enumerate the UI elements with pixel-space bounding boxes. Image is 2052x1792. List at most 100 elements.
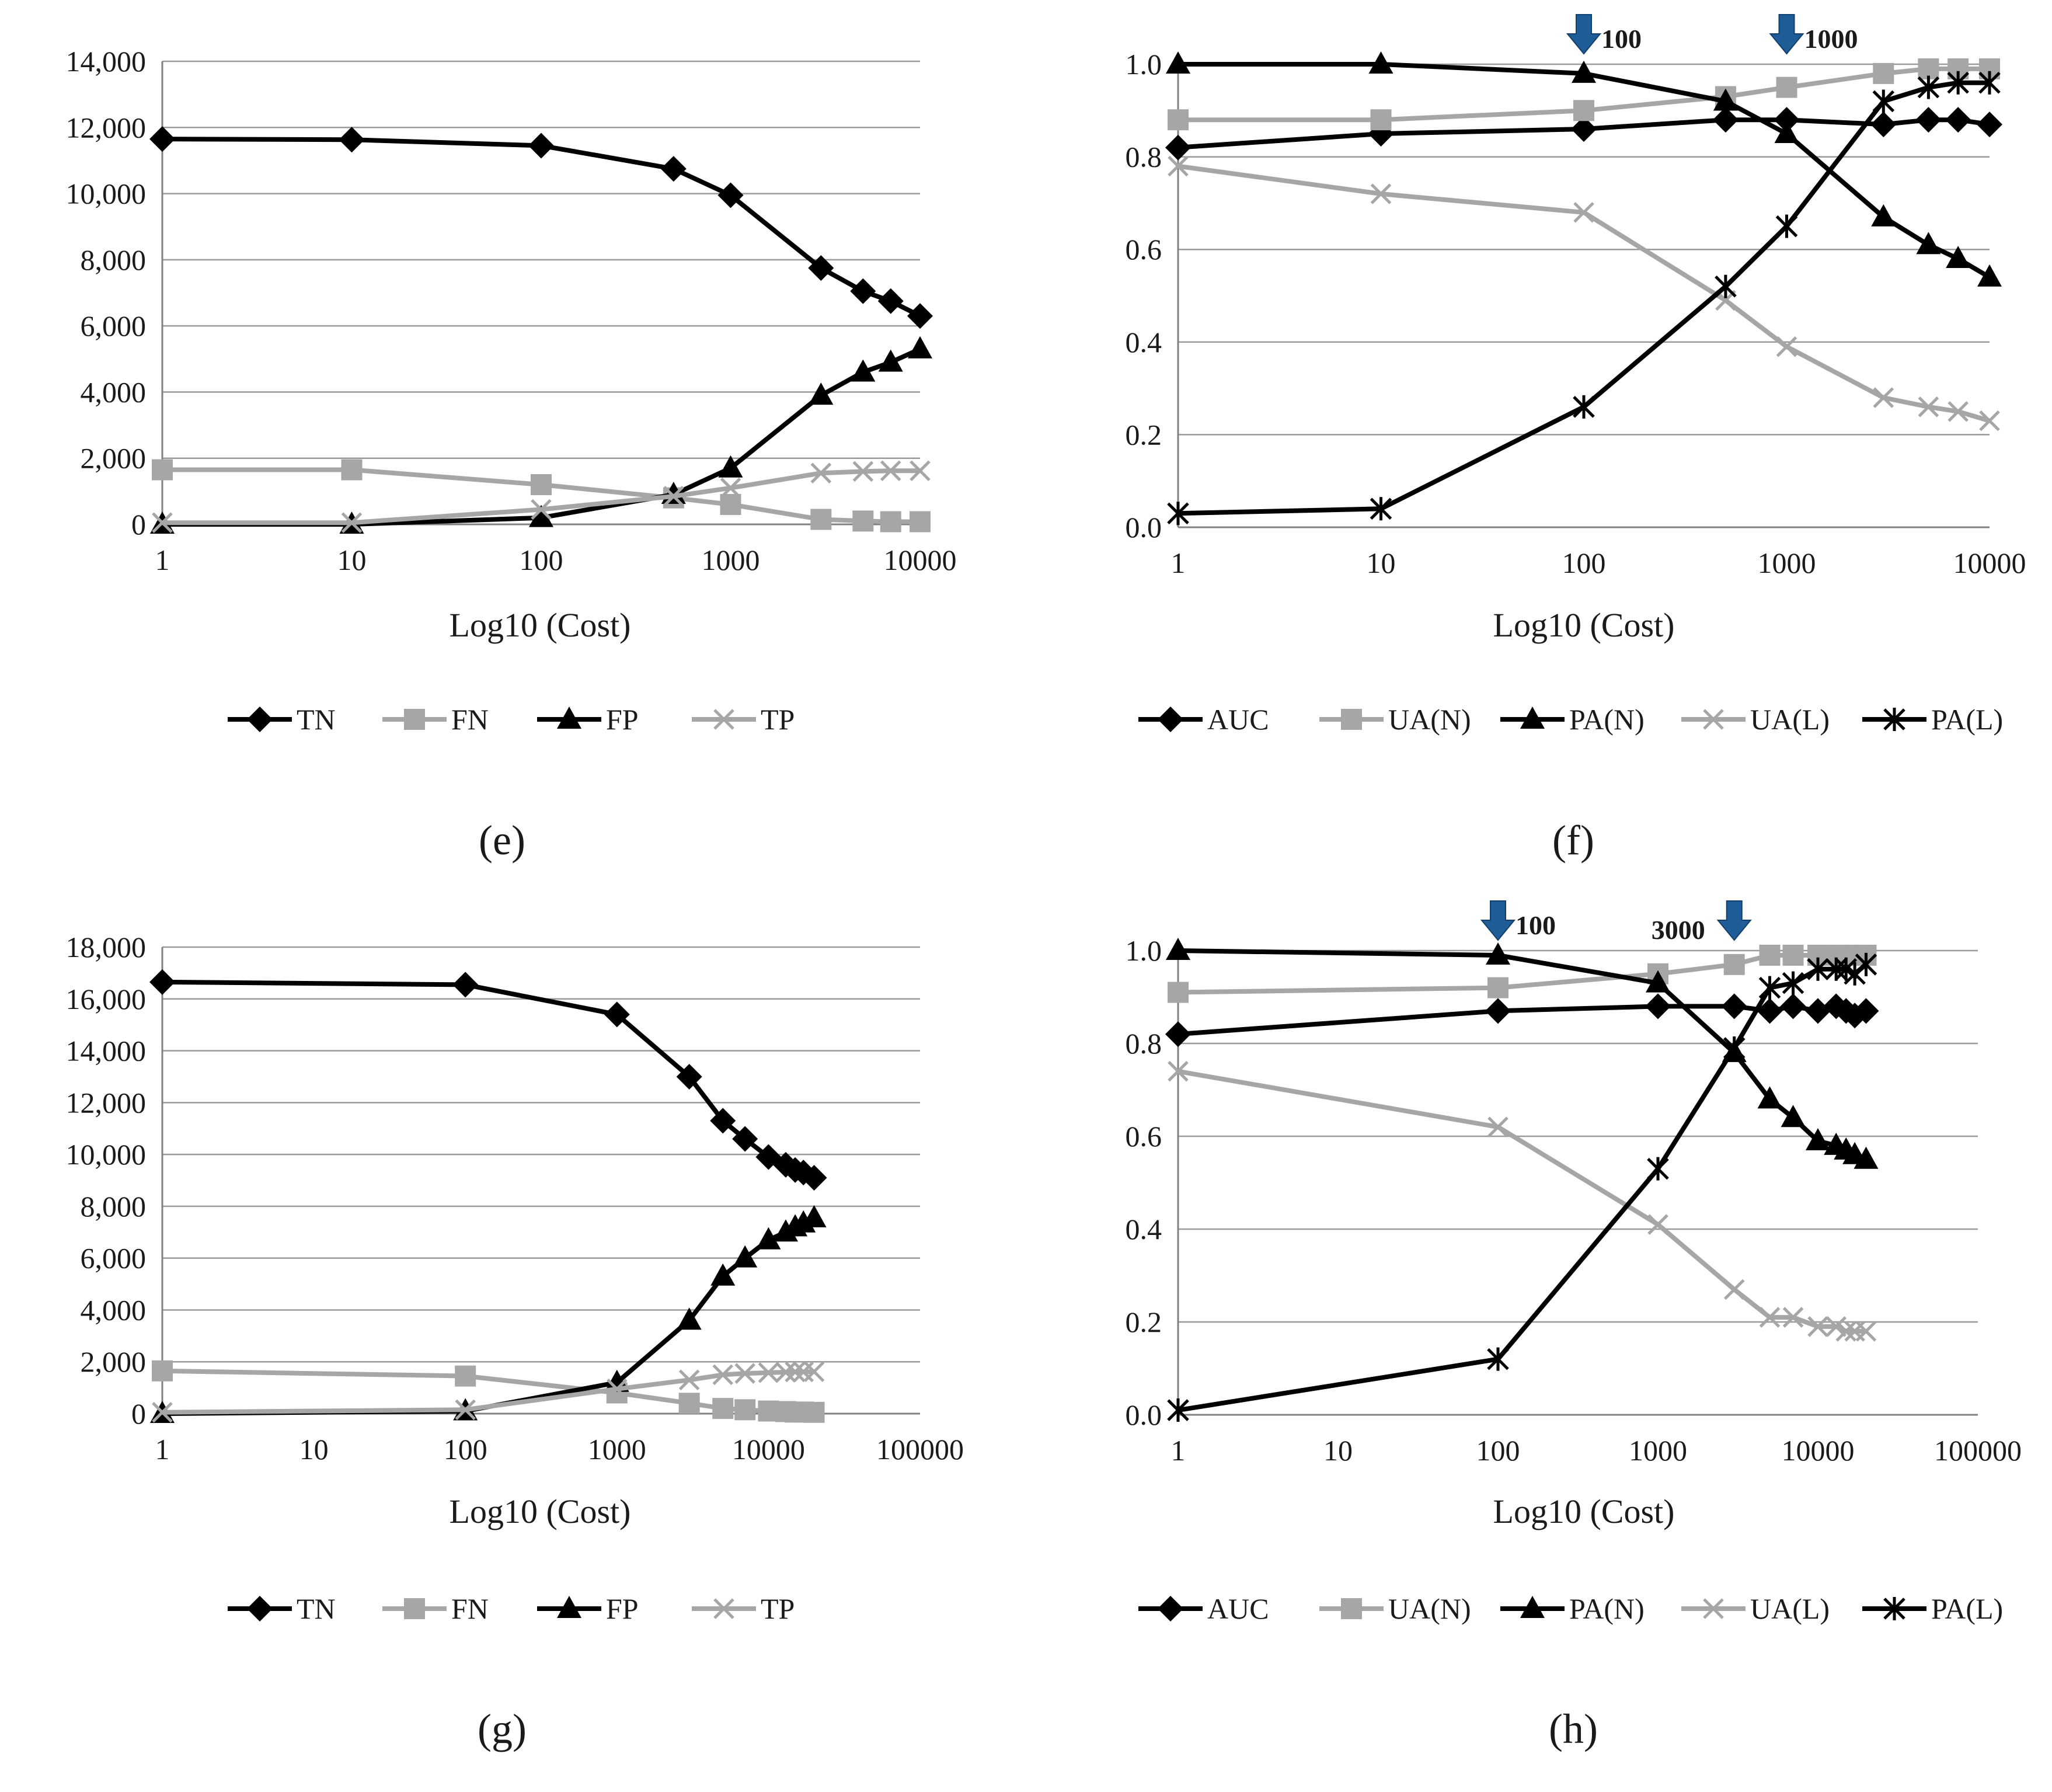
data-point-UA(L) (1948, 401, 1969, 422)
x-tick-label: 1000 (1758, 547, 1816, 579)
data-point-FN (810, 509, 832, 530)
data-point-AUC (1780, 993, 1806, 1019)
legend-marker-AUC (1158, 707, 1183, 732)
data-point-UA(N) (1759, 944, 1781, 966)
data-point-PA(L) (1807, 957, 1829, 981)
legend-marker-TP (713, 1598, 734, 1619)
data-point-UA(N) (1168, 109, 1189, 131)
chart-panel-2: 0 2,000 4,000 6,000 8,000 10,000 12,000 14,000 1… (66, 931, 964, 1752)
legend-marker-TN (247, 1596, 273, 1622)
annotation-label: 100 (1601, 24, 1642, 54)
data-point-UA(L) (1759, 1307, 1781, 1328)
x-tick-label: 100 (1562, 547, 1606, 579)
data-point-FN (712, 1398, 734, 1419)
data-point-PA(N) (1871, 204, 1896, 227)
y-tick-label: 4,000 (81, 1293, 147, 1326)
data-point-TN (339, 127, 365, 153)
data-point-UA(L) (1807, 1316, 1828, 1337)
data-point-FP (908, 336, 932, 359)
y-tick-label: 0.6 (1126, 1120, 1162, 1153)
data-point-UA(N) (1573, 100, 1594, 121)
series-line-TN (160, 137, 922, 319)
legend-marker-UA(L) (1703, 709, 1724, 730)
data-point-PA(N) (1368, 51, 1393, 74)
data-point-PA(L) (1978, 71, 2001, 95)
panel-label: (e) (479, 817, 525, 864)
y-tick-label: 0.2 (1126, 418, 1162, 451)
series-line-PA(L) (1176, 962, 1869, 1413)
data-point-PA(N) (1572, 60, 1596, 83)
x-tick-label: 1000 (588, 1433, 646, 1466)
x-tick-label: 1 (1171, 1434, 1186, 1467)
legend-label-UA(N): UA(N) (1388, 703, 1471, 736)
data-point-FN (455, 1365, 476, 1387)
data-point-AUC (1757, 998, 1783, 1024)
data-point-PA(L) (1167, 502, 1189, 526)
annotation-label: 100 (1516, 910, 1556, 940)
data-point-PA(L) (1487, 1347, 1509, 1371)
legend-label-PA(L): PA(L) (1931, 703, 2003, 736)
data-point-UA(N) (1370, 109, 1392, 131)
data-point-UA(L) (1835, 1321, 1857, 1342)
legend-marker-PA(L) (1883, 1597, 1905, 1620)
annotation-label: 1000 (1804, 24, 1858, 54)
x-tick-label: 100000 (876, 1433, 964, 1466)
data-point-TN (732, 1126, 758, 1152)
data-point-UA(L) (1825, 1316, 1847, 1337)
y-tick-label: 14,000 (66, 1035, 147, 1067)
y-tick-label: 8,000 (81, 1190, 147, 1223)
data-point-UA(L) (1918, 396, 1939, 417)
chart-panel-0: 0 2,000 4,000 6,000 8,000 10,000 12,000 14,000 1… (66, 45, 957, 864)
data-point-TP (720, 477, 741, 499)
data-point-UA(L) (1776, 336, 1797, 357)
x-tick-label: 10000 (732, 1433, 805, 1466)
y-tick-label: 1.0 (1126, 934, 1162, 967)
data-point-UA(L) (1723, 1279, 1745, 1300)
y-tick-label: 0.8 (1126, 141, 1162, 173)
data-point-AUC (1774, 107, 1800, 133)
legend-label-PA(N): PA(N) (1569, 1592, 1645, 1625)
data-point-PA(N) (1916, 232, 1941, 255)
data-point-AUC (1712, 107, 1739, 133)
legend-label-FP: FP (606, 1592, 639, 1625)
data-point-AUC (1870, 112, 1897, 138)
data-point-PA(L) (1775, 214, 1798, 238)
series-line-PA(N) (1176, 62, 1992, 280)
data-point-PA(N) (1757, 1086, 1782, 1109)
y-tick-label: 2,000 (81, 442, 147, 475)
data-point-PA(L) (1370, 497, 1392, 521)
legend-label-UA(N): UA(N) (1388, 1592, 1471, 1625)
legend-marker-AUC (1158, 1596, 1183, 1622)
data-point-TN (452, 972, 479, 998)
y-tick-label: 0.0 (1126, 511, 1162, 544)
data-point-FN (152, 1360, 173, 1382)
data-point-TP (712, 1364, 734, 1386)
series-line-UA(L) (1176, 1069, 1869, 1334)
y-tick-label: 0.6 (1126, 233, 1162, 266)
data-point-FN (531, 474, 552, 496)
legend-marker-FP (557, 1596, 581, 1618)
x-tick-label: 100 (444, 1433, 487, 1466)
data-point-PA(N) (1486, 942, 1510, 965)
y-tick-label: 10,000 (66, 1138, 147, 1171)
legend-label-TP: TP (761, 1592, 795, 1625)
data-point-PA(N) (1166, 938, 1190, 960)
data-point-FP (710, 1263, 736, 1286)
data-point-FN (803, 1401, 825, 1423)
data-point-PA(N) (1781, 1105, 1806, 1128)
y-tick-label: 4,000 (81, 375, 147, 408)
y-tick-label: 8,000 (81, 243, 147, 276)
data-point-FP (529, 504, 553, 527)
data-point-TP (531, 499, 552, 520)
panel-label: (f) (1552, 817, 1594, 864)
data-point-PA(L) (1573, 395, 1595, 419)
data-point-AUC (1165, 134, 1191, 161)
data-point-TP (341, 512, 363, 533)
y-tick-label: 0.8 (1126, 1027, 1162, 1060)
down-arrow-icon (1769, 14, 1804, 55)
data-point-TP (678, 1369, 700, 1391)
legend-marker-PA(L) (1883, 708, 1905, 731)
data-point-TP (663, 486, 684, 507)
y-tick-label: 12,000 (66, 1086, 147, 1119)
